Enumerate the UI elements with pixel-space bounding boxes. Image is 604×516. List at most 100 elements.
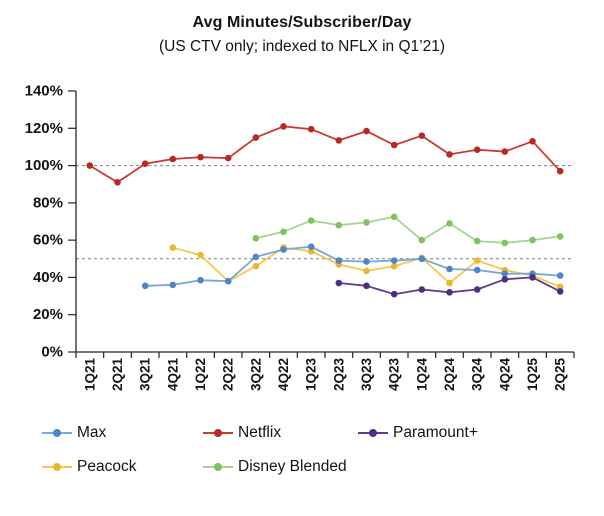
- data-point-netflix: [86, 162, 94, 169]
- x-tick-label: 4Q22: [276, 358, 291, 391]
- x-tick-label: 1Q25: [525, 358, 540, 392]
- data-point-max: [473, 266, 481, 274]
- line-chart: 0% 20% 40% 60% 80% 100% 120% 140% 1Q21 2Q21 3Q21 4Q…: [25, 83, 575, 392]
- data-point-peacock: [473, 257, 481, 264]
- series-line-max: [144, 245, 562, 287]
- data-point-paramount-: [335, 279, 343, 287]
- y-tick-label: 80%: [33, 194, 63, 211]
- data-point-max: [169, 281, 177, 289]
- data-point-disney-blended: [529, 236, 536, 244]
- x-tick-label: 1Q23: [304, 358, 319, 392]
- data-point-disney-blended: [252, 235, 260, 242]
- x-tick-label: 3Q21: [138, 358, 153, 392]
- data-point-peacock: [307, 248, 315, 255]
- data-point-netflix: [307, 125, 315, 133]
- data-point-netflix: [252, 134, 260, 141]
- data-point-max: [197, 276, 204, 284]
- data-point-paramount-: [556, 288, 564, 295]
- data-point-max: [252, 253, 260, 261]
- y-tick-label: 60%: [33, 232, 63, 249]
- data-point-disney-blended: [307, 217, 315, 224]
- data-point-peacock: [197, 251, 204, 259]
- data-point-netflix: [169, 155, 177, 163]
- legend-label: Netflix: [238, 424, 282, 441]
- y-tick-label: 40%: [33, 269, 63, 286]
- data-point-max: [418, 255, 426, 263]
- data-point-netflix: [446, 151, 453, 158]
- x-tick-label: 2Q25: [553, 358, 568, 392]
- data-point-disney-blended: [446, 220, 453, 227]
- data-point-disney-blended: [363, 219, 370, 226]
- y-tick-label: 0%: [41, 344, 63, 361]
- data-point-peacock: [252, 262, 260, 270]
- data-point-netflix: [141, 160, 149, 167]
- data-point-max: [556, 272, 564, 279]
- legend-label: Max: [77, 424, 107, 441]
- data-point-netflix: [418, 132, 426, 139]
- legend-marker-icon: [358, 424, 388, 442]
- chart-legend: Max Netflix Paramount+ Peacock Disney Blende…: [0, 415, 604, 515]
- data-point-netflix: [501, 148, 509, 155]
- data-point-disney-blended: [335, 221, 343, 229]
- data-point-disney-blended: [390, 213, 398, 221]
- data-point-disney-blended: [556, 233, 564, 240]
- data-point-paramount-: [390, 290, 398, 298]
- y-tick-label: 20%: [33, 306, 63, 323]
- data-point-max: [363, 258, 370, 265]
- data-point-paramount-: [529, 274, 536, 281]
- data-point-netflix: [363, 127, 370, 135]
- data-point-paramount-: [418, 286, 426, 293]
- data-point-peacock: [556, 283, 564, 291]
- legend-item-netflix: Netflix: [203, 424, 281, 442]
- x-tick-label: 4Q21: [165, 358, 180, 392]
- y-tick-label: 140%: [25, 83, 63, 100]
- chart-title: Avg Minutes/Subscriber/Day: [192, 14, 412, 31]
- data-point-paramount-: [473, 286, 481, 293]
- x-tick-label: 3Q23: [359, 358, 374, 392]
- data-point-netflix: [529, 138, 536, 145]
- legend-item-disney-blended: Disney Blended: [203, 458, 347, 476]
- data-point-max: [501, 270, 509, 278]
- data-point-disney-blended: [280, 228, 287, 236]
- data-point-disney-blended: [473, 237, 481, 245]
- series-line-disney-blended: [254, 215, 562, 244]
- data-point-disney-blended: [501, 239, 509, 247]
- data-point-max: [335, 257, 343, 264]
- legend-item-peacock: Peacock: [42, 458, 136, 476]
- legend-item-paramount-: Paramount+: [358, 424, 478, 442]
- x-tick-label: 3Q22: [248, 358, 263, 391]
- data-point-disney-blended: [418, 236, 426, 244]
- x-tick-label: 4Q24: [497, 358, 512, 392]
- y-tick-label: 120%: [25, 120, 63, 137]
- data-point-netflix: [473, 146, 481, 153]
- data-point-paramount-: [501, 276, 509, 283]
- data-point-netflix: [556, 167, 564, 175]
- data-point-netflix: [390, 141, 398, 149]
- data-point-netflix: [224, 154, 232, 162]
- x-tick-label: 1Q24: [414, 358, 429, 392]
- data-point-peacock: [390, 262, 398, 270]
- legend-marker-icon: [203, 424, 233, 442]
- legend-label: Paramount+: [393, 424, 478, 441]
- x-tick-label: 4Q23: [387, 358, 402, 392]
- legend-marker-icon: [42, 424, 72, 442]
- series-line-netflix: [88, 125, 562, 184]
- data-point-paramount-: [363, 282, 370, 290]
- data-point-peacock: [363, 267, 370, 275]
- x-tick-label: 2Q21: [110, 358, 125, 392]
- data-point-max: [446, 265, 453, 273]
- data-point-netflix: [197, 153, 204, 161]
- x-tick-label: 3Q24: [470, 358, 485, 392]
- data-point-max: [307, 243, 315, 250]
- y-tick-label: 100%: [25, 157, 63, 174]
- chart-subtitle: (US CTV only; indexed to NFLX in Q1’21): [158, 38, 445, 55]
- legend-item-max: Max: [42, 424, 106, 442]
- data-point-peacock: [446, 279, 453, 287]
- data-point-max: [141, 282, 149, 290]
- data-point-max: [390, 257, 398, 264]
- data-point-paramount-: [446, 289, 453, 296]
- legend-marker-icon: [42, 458, 72, 476]
- data-point-peacock: [169, 244, 177, 251]
- x-tick-label: 1Q21: [82, 358, 97, 392]
- data-point-max: [280, 246, 287, 253]
